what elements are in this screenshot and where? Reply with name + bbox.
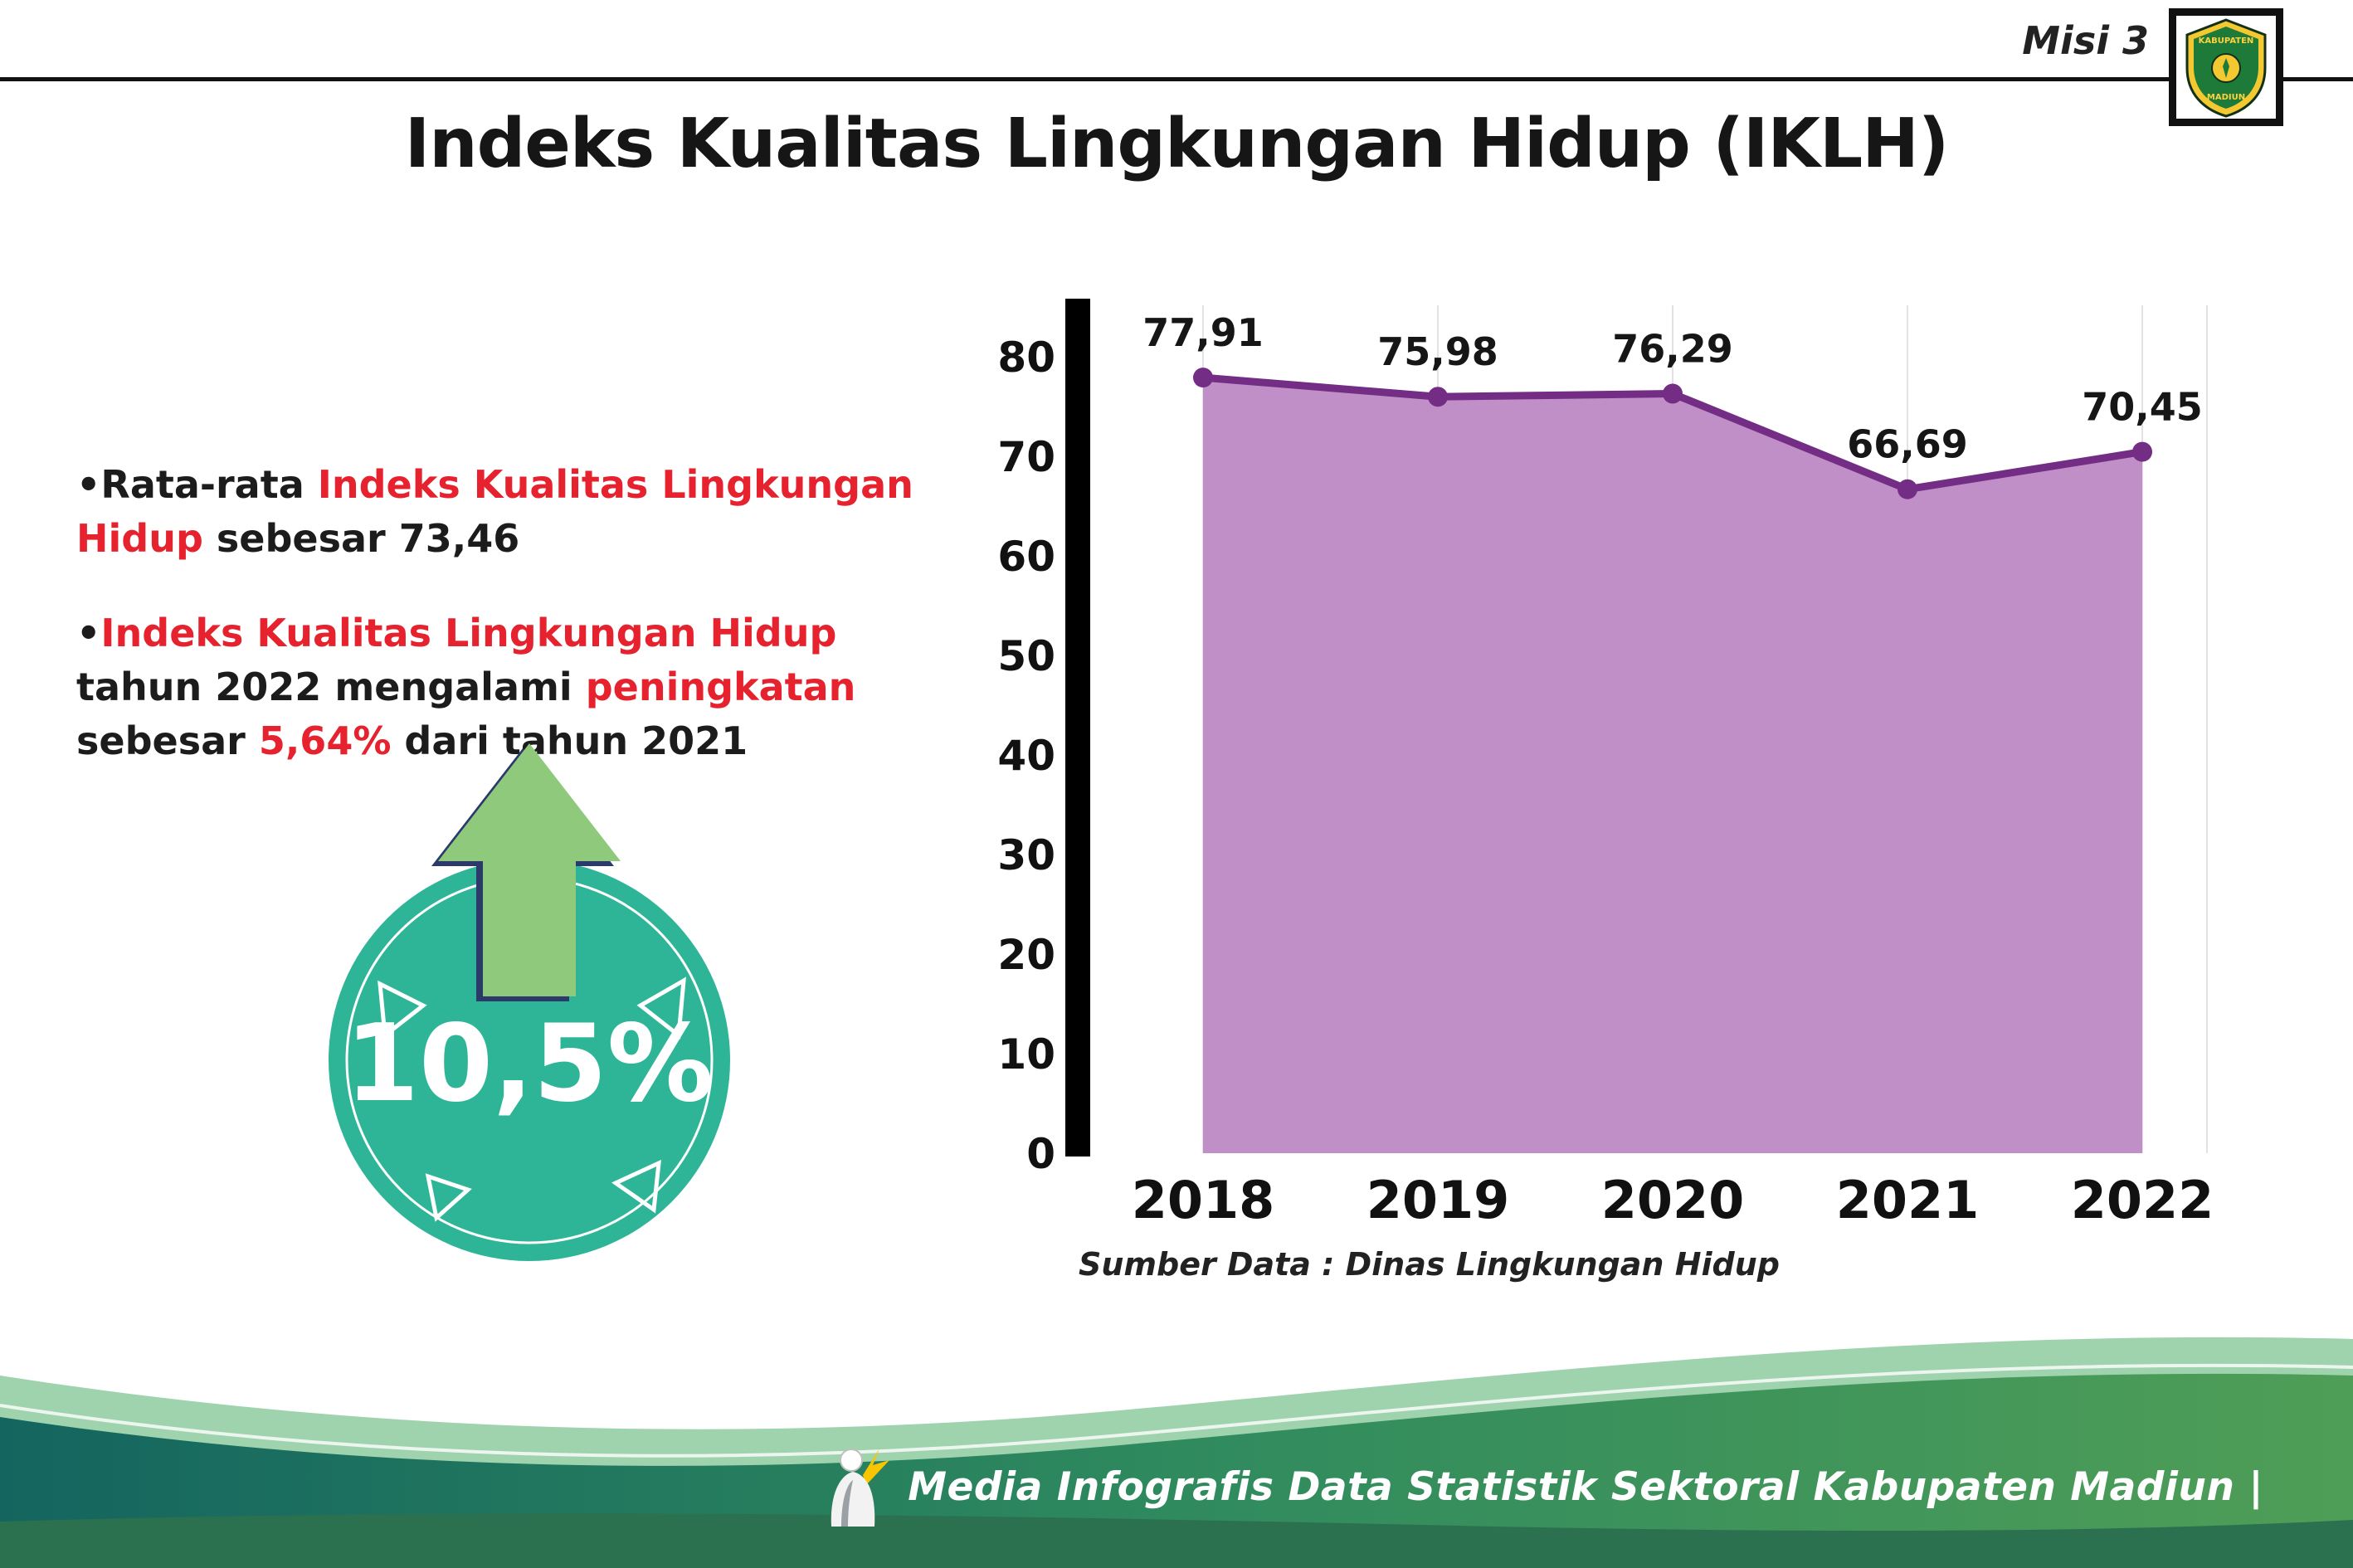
bullet1-highlight: Indeks Kualitas Lingkungan Hidup (76, 462, 913, 562)
value-label: 75,98 (1377, 329, 1498, 374)
mascot-icon (831, 1449, 890, 1527)
bullet2-text-3: dari tahun 2021 (391, 718, 748, 764)
x-axis-label: 2022 (2071, 1170, 2214, 1230)
y-tick-label: 70 (997, 433, 1055, 481)
y-axis-bar (1065, 299, 1090, 1157)
increase-badge-graphic: 10,5% (329, 743, 730, 1261)
badge-triangle-bottom-left (425, 1173, 472, 1222)
bullet-average: •Rata-rata Indeks Kualitas Lingkungan Hi… (76, 458, 956, 567)
footer-wave: Media Infografis Data Statistik Sektoral… (0, 1309, 2353, 1568)
y-tick-label: 30 (997, 831, 1055, 879)
crest-icon: KABUPATEN MADIUN (2185, 18, 2267, 118)
page-title: Indeks Kualitas Lingkungan Hidup (IKLH) (404, 105, 1950, 183)
bullet-increase: •Indeks Kualitas Lingkungan Hidup tahun … (76, 606, 956, 769)
chart-canvas: 77,91 75,98 76,29 66,69 70,45 0 10 20 30 40 50 60 70… (997, 299, 2214, 1230)
mascot-bolt (863, 1449, 890, 1485)
increase-percent: 10,5% (345, 1002, 714, 1126)
footer-caption: Media Infografis Data Statistik Sektoral… (908, 1463, 2263, 1510)
x-axis-label: 2021 (1836, 1170, 1980, 1230)
mascot-body-shade (841, 1480, 854, 1527)
y-tick-label: 60 (997, 533, 1055, 581)
data-point (1193, 368, 1213, 388)
value-label: 76,29 (1612, 327, 1733, 372)
misi-label: Misi 3 (2022, 18, 2149, 63)
bullet-glyph: • (76, 610, 101, 655)
badge-triangle-left (378, 980, 427, 1040)
iklh-chart: 77,91 75,98 76,29 66,69 70,45 0 10 20 30 40 50 60 70… (979, 282, 2273, 1253)
data-point (2132, 441, 2152, 462)
kabupaten-madiun-logo: KABUPATEN MADIUN (2169, 8, 2283, 126)
data-point (1898, 479, 1917, 499)
bullet2-highlight-2: peningkatan (585, 664, 856, 709)
up-arrow-icon (438, 743, 621, 996)
footer-waves-graphic (0, 1337, 2353, 1568)
y-tick-label: 20 (997, 931, 1055, 979)
value-label: 70,45 (2082, 385, 2203, 430)
y-tick-label: 40 (997, 732, 1055, 780)
bullet2-highlight-1: Indeks Kualitas Lingkungan Hidup (100, 610, 837, 655)
crest-text-bottom: MADIUN (2207, 93, 2245, 102)
crest-emblem-leaf (2223, 58, 2229, 78)
value-label: 77,91 (1142, 310, 1264, 355)
footer-wave-bottom-band (0, 1513, 2353, 1568)
footer-wave-accent-line (0, 1363, 2353, 1458)
y-tick-label: 50 (997, 632, 1055, 680)
x-axis-label: 2019 (1366, 1170, 1510, 1230)
increase-badge: 10,5% (322, 735, 737, 1274)
bullet2-highlight-3: 5,64% (258, 718, 392, 764)
badge-triangle-right (636, 976, 686, 1040)
y-tick-label: 10 (997, 1030, 1055, 1079)
header-rule (0, 77, 2353, 81)
chart-area (1203, 377, 2142, 1153)
bullet1-text-2: sebesar 73,46 (202, 516, 520, 562)
bullet2-text-1: tahun 2022 mengalami (76, 664, 586, 709)
summary-bullets: •Rata-rata Indeks Kualitas Lingkungan Hi… (76, 458, 956, 809)
bullet-glyph: • (76, 462, 101, 507)
x-axis-label: 2020 (1601, 1170, 1745, 1230)
bullet2-text-2: sebesar (76, 718, 259, 764)
crest-text-top: KABUPATEN (2199, 37, 2254, 46)
y-tick-label: 80 (997, 334, 1055, 382)
badge-circle (329, 859, 730, 1261)
x-axis-label: 2018 (1132, 1170, 1275, 1230)
badge-triangle-bottom-right (611, 1159, 661, 1214)
data-point (1663, 383, 1683, 404)
data-point (1428, 387, 1448, 407)
value-label: 66,69 (1847, 422, 1968, 467)
bullet1-text-1: Rata-rata (100, 462, 318, 507)
chart-source: Sumber Data : Dinas Lingkungan Hidup (1079, 1246, 1780, 1283)
footer-caption-row: Media Infografis Data Statistik Sektoral… (816, 1444, 2263, 1530)
mascot-head (840, 1449, 864, 1472)
y-tick-label: 0 (1026, 1130, 1055, 1178)
